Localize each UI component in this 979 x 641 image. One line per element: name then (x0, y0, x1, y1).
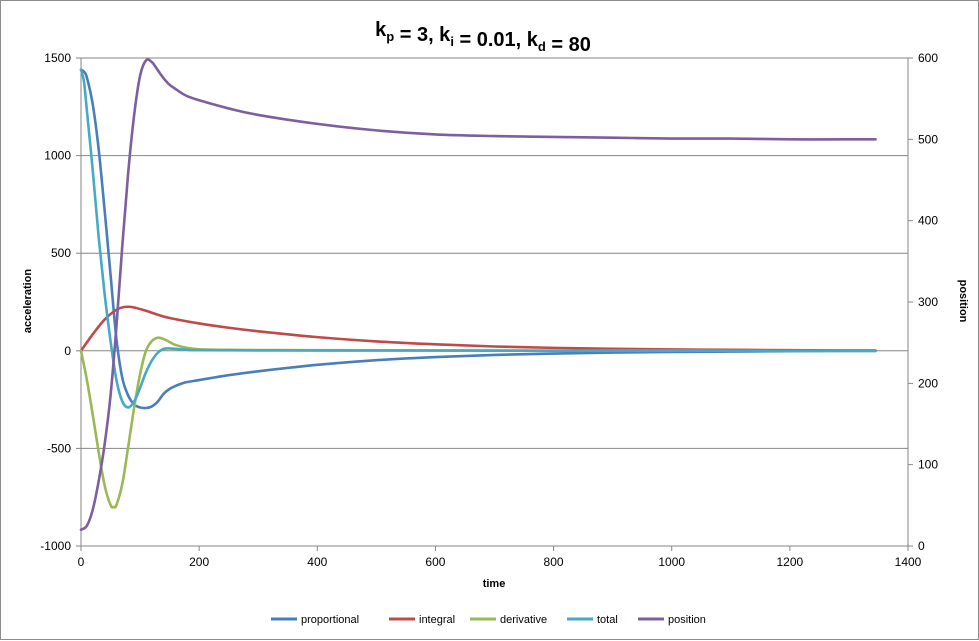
series-line-proportional (79, 68, 877, 410)
y-tick-label: 500 (51, 246, 71, 260)
y-axis-title: acceleration (22, 269, 34, 333)
y-tick-label: 1000 (44, 149, 71, 163)
legend-label-proportional: proportional (301, 614, 359, 626)
x-tick-label: 200 (189, 555, 209, 569)
x-tick-label: 0 (78, 555, 85, 569)
title-subscript: d (538, 39, 546, 54)
y-tick-label: 1500 (44, 51, 71, 65)
x-tick-label: 600 (425, 555, 445, 569)
y2-axis-title: position (957, 280, 969, 323)
series-layer (79, 58, 877, 532)
x-tick-label: 1000 (658, 555, 685, 569)
legend: proportional integral derivative total posit… (271, 614, 706, 626)
title-subscript: i (450, 34, 454, 49)
y2-tick-label: 600 (918, 51, 938, 65)
title-subscript: p (386, 29, 394, 44)
x-axis-title: time (483, 578, 506, 590)
title-part: = 0.01, k (454, 29, 539, 51)
series-line-total (79, 68, 877, 409)
y2-tick-label: 0 (918, 539, 925, 553)
x-tick-label: 800 (544, 555, 564, 569)
series-line-integral (79, 305, 877, 353)
x-tick-label: 1200 (777, 555, 804, 569)
y2-tick-label: 200 (918, 376, 938, 390)
y2-tick-label: 500 (918, 132, 938, 146)
y-tick-label: -500 (47, 441, 71, 455)
legend-label-derivative: derivative (500, 614, 547, 626)
x-tick-label: 400 (307, 555, 327, 569)
y2-tick-label: 100 (918, 458, 938, 472)
legend-label-position: position (668, 614, 706, 626)
gridlines (81, 57, 908, 547)
y2-tick-label: 400 (918, 214, 938, 228)
y2-tick-label: 300 (918, 295, 938, 309)
title-part: = 3, k (394, 24, 451, 46)
chart-title: kp = 3, ki = 0.01, kd = 80 (375, 19, 591, 56)
y-tick-label: 0 (64, 344, 71, 358)
series-line-position (79, 58, 877, 532)
series-line-derivative (79, 336, 877, 509)
title-part: k (375, 19, 387, 41)
legend-label-integral: integral (419, 614, 455, 626)
title-part: = 80 (546, 34, 591, 56)
x-tick-label: 1400 (895, 555, 922, 569)
legend-label-total: total (597, 614, 618, 626)
y-tick-label: -1000 (40, 539, 71, 553)
axes: 0 200 400 600 800 1000 1200 1400-1000-500050010… (40, 51, 938, 569)
